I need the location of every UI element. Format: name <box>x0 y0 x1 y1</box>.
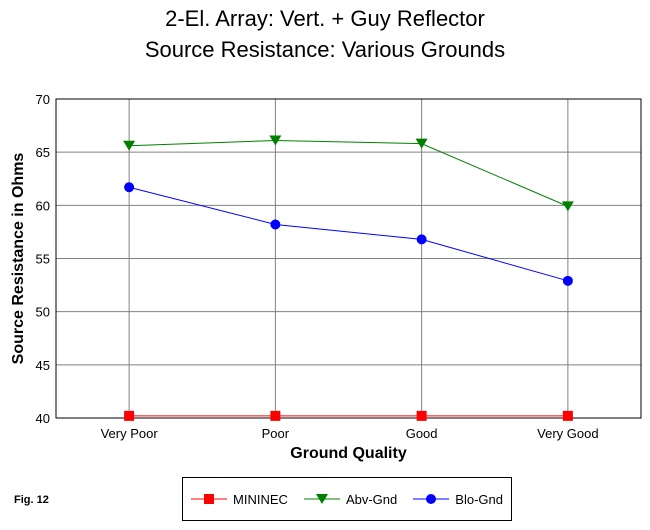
y-tick-label: 45 <box>36 358 50 373</box>
x-tick-labels: Very Poor Poor Good Very Good <box>101 426 599 441</box>
x-tick-label: Poor <box>262 426 290 441</box>
legend-symbol-abv-gnd <box>303 494 340 504</box>
y-tick-label: 55 <box>36 252 50 267</box>
data-point <box>270 219 281 230</box>
series-abv-gnd <box>123 135 574 212</box>
x-tick-label: Very Poor <box>101 426 159 441</box>
legend-label-blo-gnd: Blo-Gnd <box>455 491 503 507</box>
series-mininec <box>124 410 573 421</box>
y-tick-label: 50 <box>36 305 50 320</box>
series-lines <box>123 135 574 421</box>
plot-area <box>55 98 642 419</box>
series-blo-gnd <box>124 182 573 286</box>
series-line <box>129 139 569 207</box>
data-point <box>561 201 574 212</box>
series-line <box>129 186 569 282</box>
y-axis-label: Source Resistance in Ohms <box>10 153 27 365</box>
y-tick-label: 40 <box>36 411 50 426</box>
chart-canvas: 40 45 50 55 60 65 70 Very Poor Poor Good Very Goo… <box>10 92 642 462</box>
legend-item-blo-gnd: Blo-Gnd <box>413 492 503 507</box>
data-point <box>415 138 428 149</box>
data-point <box>123 140 136 151</box>
legend-label-abv-gnd: Abv-Gnd <box>345 491 398 507</box>
y-tick-label: 70 <box>36 92 50 107</box>
y-tick-labels: 40 45 50 55 60 65 70 <box>36 92 50 426</box>
grid-lines <box>56 98 641 419</box>
legend-item-mininec: MININEC <box>191 492 288 507</box>
chart-title-line2: Source Resistance: Various Grounds <box>144 37 506 62</box>
x-axis-label: Ground Quality <box>290 445 407 462</box>
legend: MININEC Abv-Gnd Blo-Gnd <box>182 477 512 521</box>
data-point <box>270 410 281 421</box>
legend-symbol-mininec <box>191 494 228 504</box>
data-point <box>416 410 427 421</box>
legend-symbol-blo-gnd <box>413 494 450 504</box>
figure-label: Fig. 12 <box>14 494 49 506</box>
y-tick-label: 65 <box>36 145 50 160</box>
data-point <box>416 234 427 245</box>
x-tick-label: Very Good <box>537 426 598 441</box>
y-tick-label: 60 <box>36 198 50 213</box>
data-point <box>562 410 573 421</box>
chart-title-line1: 2-El. Array: Vert. + Guy Reflector <box>165 6 485 31</box>
data-point <box>269 135 282 146</box>
data-point <box>562 275 573 286</box>
data-point <box>124 182 135 193</box>
legend-item-abv-gnd: Abv-Gnd <box>303 491 398 507</box>
data-point <box>124 410 135 421</box>
x-tick-label: Good <box>406 426 438 441</box>
legend-label-mininec: MININEC <box>233 491 288 507</box>
